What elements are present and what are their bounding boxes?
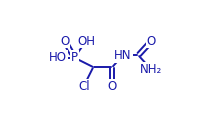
Text: Cl: Cl [78,80,90,93]
Text: HO: HO [49,51,67,64]
Text: P: P [71,51,78,64]
Text: NH₂: NH₂ [140,63,163,76]
Text: HN: HN [114,49,132,62]
Text: O: O [108,80,117,93]
Text: OH: OH [77,35,95,48]
Text: O: O [60,35,69,48]
Text: O: O [147,35,156,48]
